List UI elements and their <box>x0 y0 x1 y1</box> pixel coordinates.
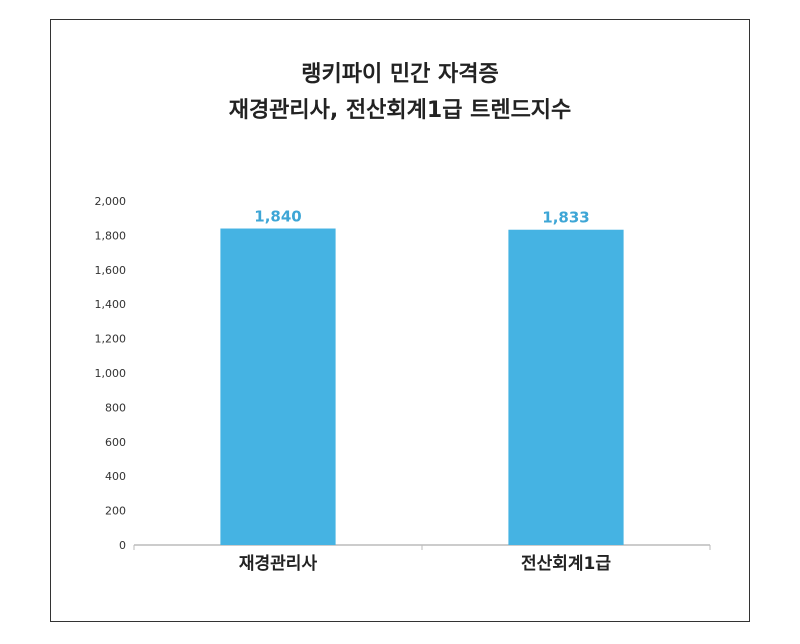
y-tick-label: 1,000 <box>95 367 127 380</box>
x-category-label: 전산회계1급 <box>521 554 611 574</box>
y-tick-label: 200 <box>105 505 126 518</box>
y-tick-label: 1,800 <box>95 229 127 242</box>
bar-value-label: 1,833 <box>542 209 589 227</box>
chart-title-line-1: 랭키파이 민간 자격증 <box>301 62 499 87</box>
bar-value-label: 1,840 <box>254 208 301 226</box>
y-tick-label: 1,600 <box>95 264 127 277</box>
chart-title-line-2: 재경관리사, 전산회계1급 트렌드지수 <box>228 98 572 123</box>
y-tick-label: 1,200 <box>95 333 127 346</box>
bar <box>508 229 624 545</box>
chart-frame <box>50 19 750 622</box>
y-tick-label: 2,000 <box>95 195 127 208</box>
y-tick-label: 1,400 <box>95 298 127 311</box>
y-tick-label: 0 <box>119 539 126 552</box>
y-tick-label: 400 <box>105 470 126 483</box>
bar <box>220 228 336 545</box>
x-category-label: 재경관리사 <box>239 554 318 574</box>
y-tick-label: 600 <box>105 436 126 449</box>
y-tick-label: 800 <box>105 401 126 414</box>
